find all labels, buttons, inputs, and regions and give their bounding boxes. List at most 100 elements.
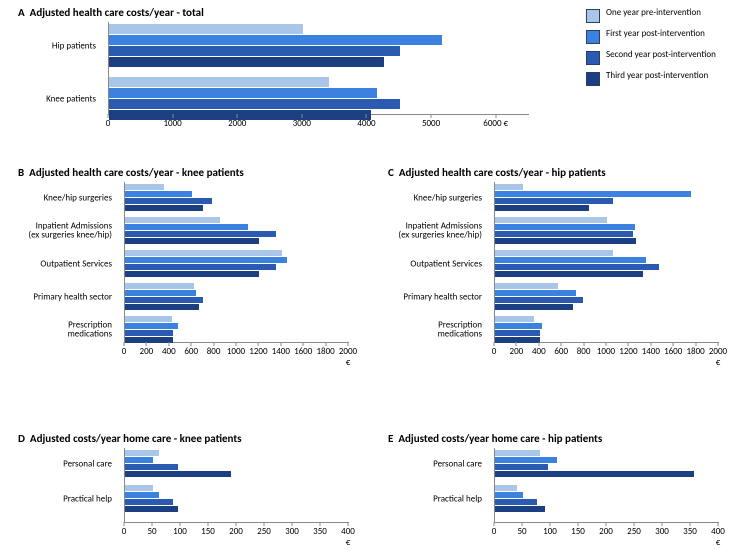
category-label: Outpatient Services bbox=[18, 259, 112, 268]
x-tick-label: 1400 bbox=[272, 346, 290, 357]
bar bbox=[495, 485, 517, 491]
bar bbox=[125, 297, 203, 303]
category-label: Hip patients bbox=[18, 41, 96, 50]
x-tick-label: 100 bbox=[173, 526, 187, 537]
x-tick-label: 300 bbox=[655, 526, 669, 537]
panel-b-chart: Knee/hip surgeriesInpatient Admissions(e… bbox=[18, 182, 358, 358]
x-tick-label: 250 bbox=[627, 526, 641, 537]
category-label: Knee/hip surgeries bbox=[388, 193, 482, 202]
x-tick-label: 50 bbox=[517, 526, 526, 537]
panel-letter: C bbox=[388, 166, 394, 179]
bar bbox=[495, 264, 659, 270]
x-tick-label: 150 bbox=[571, 526, 585, 537]
legend-item: Third year post-intervention bbox=[586, 71, 716, 86]
panel-letter: B bbox=[18, 166, 24, 179]
legend: One year pre-intervention First year pos… bbox=[586, 8, 716, 92]
x-tick-label: 300 bbox=[285, 526, 299, 537]
x-tick-label: 1200 bbox=[249, 346, 267, 357]
x-tick-label: 200 bbox=[599, 526, 613, 537]
bar bbox=[495, 231, 633, 237]
legend-swatch bbox=[586, 72, 600, 86]
plot-area bbox=[494, 448, 719, 523]
bar bbox=[125, 264, 276, 270]
bar bbox=[125, 499, 173, 505]
bar bbox=[125, 205, 203, 211]
bar bbox=[125, 485, 153, 491]
x-tick-label: 1800 bbox=[316, 346, 334, 357]
panel-c-chart: Knee/hip surgeries Inpatient Admissions(e… bbox=[388, 182, 728, 358]
bar bbox=[125, 231, 276, 237]
x-tick-label: 600 bbox=[184, 346, 198, 357]
bar bbox=[495, 250, 613, 256]
bar bbox=[495, 506, 545, 512]
panel-d-chart: Personal carePractical help0501001502002… bbox=[18, 448, 358, 538]
bar bbox=[125, 471, 231, 477]
category-label: Personal care bbox=[388, 459, 482, 468]
bar bbox=[495, 337, 540, 343]
x-tick-label: 2000 bbox=[228, 118, 246, 129]
bar bbox=[125, 492, 159, 498]
x-tick-label: 2000 € bbox=[339, 346, 357, 368]
bar bbox=[495, 316, 534, 322]
x-tick-label: 400 bbox=[532, 346, 546, 357]
x-tick-label: 1000 bbox=[163, 118, 181, 129]
x-tick-label: 1000 bbox=[597, 346, 615, 357]
bar bbox=[125, 217, 220, 223]
bar bbox=[495, 471, 694, 477]
plot-area bbox=[124, 182, 349, 343]
bar bbox=[125, 457, 153, 463]
bar bbox=[125, 290, 196, 296]
bar bbox=[125, 257, 287, 263]
bar bbox=[495, 283, 558, 289]
x-tick-label: 0 bbox=[492, 346, 497, 357]
panel-letter: A bbox=[18, 6, 25, 19]
bar bbox=[125, 330, 173, 336]
x-tick-label: 1600 bbox=[664, 346, 682, 357]
bar bbox=[495, 323, 542, 329]
category-label: Inpatient Admissions(ex surgeries knee/h… bbox=[18, 221, 112, 240]
x-tick-label: 200 bbox=[510, 346, 524, 357]
bar bbox=[125, 283, 194, 289]
legend-label: First year post-intervention bbox=[606, 29, 705, 39]
bar bbox=[125, 271, 259, 277]
x-tick-label: 5000 bbox=[422, 118, 440, 129]
bar bbox=[495, 184, 523, 190]
x-tick-label: 250 bbox=[257, 526, 271, 537]
panel-letter: D bbox=[18, 432, 25, 445]
x-tick-label: 400 € bbox=[711, 526, 725, 548]
bar bbox=[125, 337, 173, 343]
x-tick-label: 100 bbox=[543, 526, 557, 537]
panel-c-title: C Adjusted health care costs/year - hip … bbox=[388, 166, 606, 179]
panel-title-text: Adjusted health care costs/year - hip pa… bbox=[399, 166, 606, 179]
legend-item: Second year post-intervention bbox=[586, 50, 716, 65]
bar bbox=[125, 506, 178, 512]
bar bbox=[109, 57, 384, 67]
bar bbox=[109, 46, 400, 56]
legend-item: First year post-intervention bbox=[586, 29, 716, 44]
panel-title-text: Adjusted costs/year home care - hip pati… bbox=[398, 432, 602, 445]
category-label: Knee patients bbox=[18, 94, 96, 103]
bar bbox=[495, 457, 557, 463]
figure-root: { "colors": { "pre": "#a9c5e8", "post1":… bbox=[0, 0, 738, 554]
x-tick-label: 3000 bbox=[293, 118, 311, 129]
x-tick-label: 1000 bbox=[227, 346, 245, 357]
panel-b-title: B Adjusted health care costs/year - knee… bbox=[18, 166, 244, 179]
category-label: Outpatient Services bbox=[388, 259, 482, 268]
category-label: Personal care bbox=[18, 459, 112, 468]
x-tick-label: 1400 bbox=[642, 346, 660, 357]
category-label: Practical help bbox=[18, 494, 112, 503]
legend-label: Second year post-intervention bbox=[606, 50, 716, 60]
bar bbox=[495, 271, 643, 277]
panel-e-title: E Adjusted costs/year home care - hip pa… bbox=[388, 432, 602, 445]
x-tick-label: 150 bbox=[201, 526, 215, 537]
bar bbox=[125, 450, 159, 456]
category-label: Inpatient Admissions(ex surgeries knee/h… bbox=[388, 221, 482, 240]
bar bbox=[495, 238, 636, 244]
panel-title-text: Adjusted health care costs/year - knee p… bbox=[29, 166, 244, 179]
bar bbox=[125, 304, 199, 310]
legend-swatch bbox=[586, 30, 600, 44]
panel-title-text: Adjusted health care costs/year - total bbox=[30, 6, 204, 19]
bar bbox=[125, 198, 212, 204]
bar bbox=[109, 24, 303, 34]
legend-swatch bbox=[586, 51, 600, 65]
